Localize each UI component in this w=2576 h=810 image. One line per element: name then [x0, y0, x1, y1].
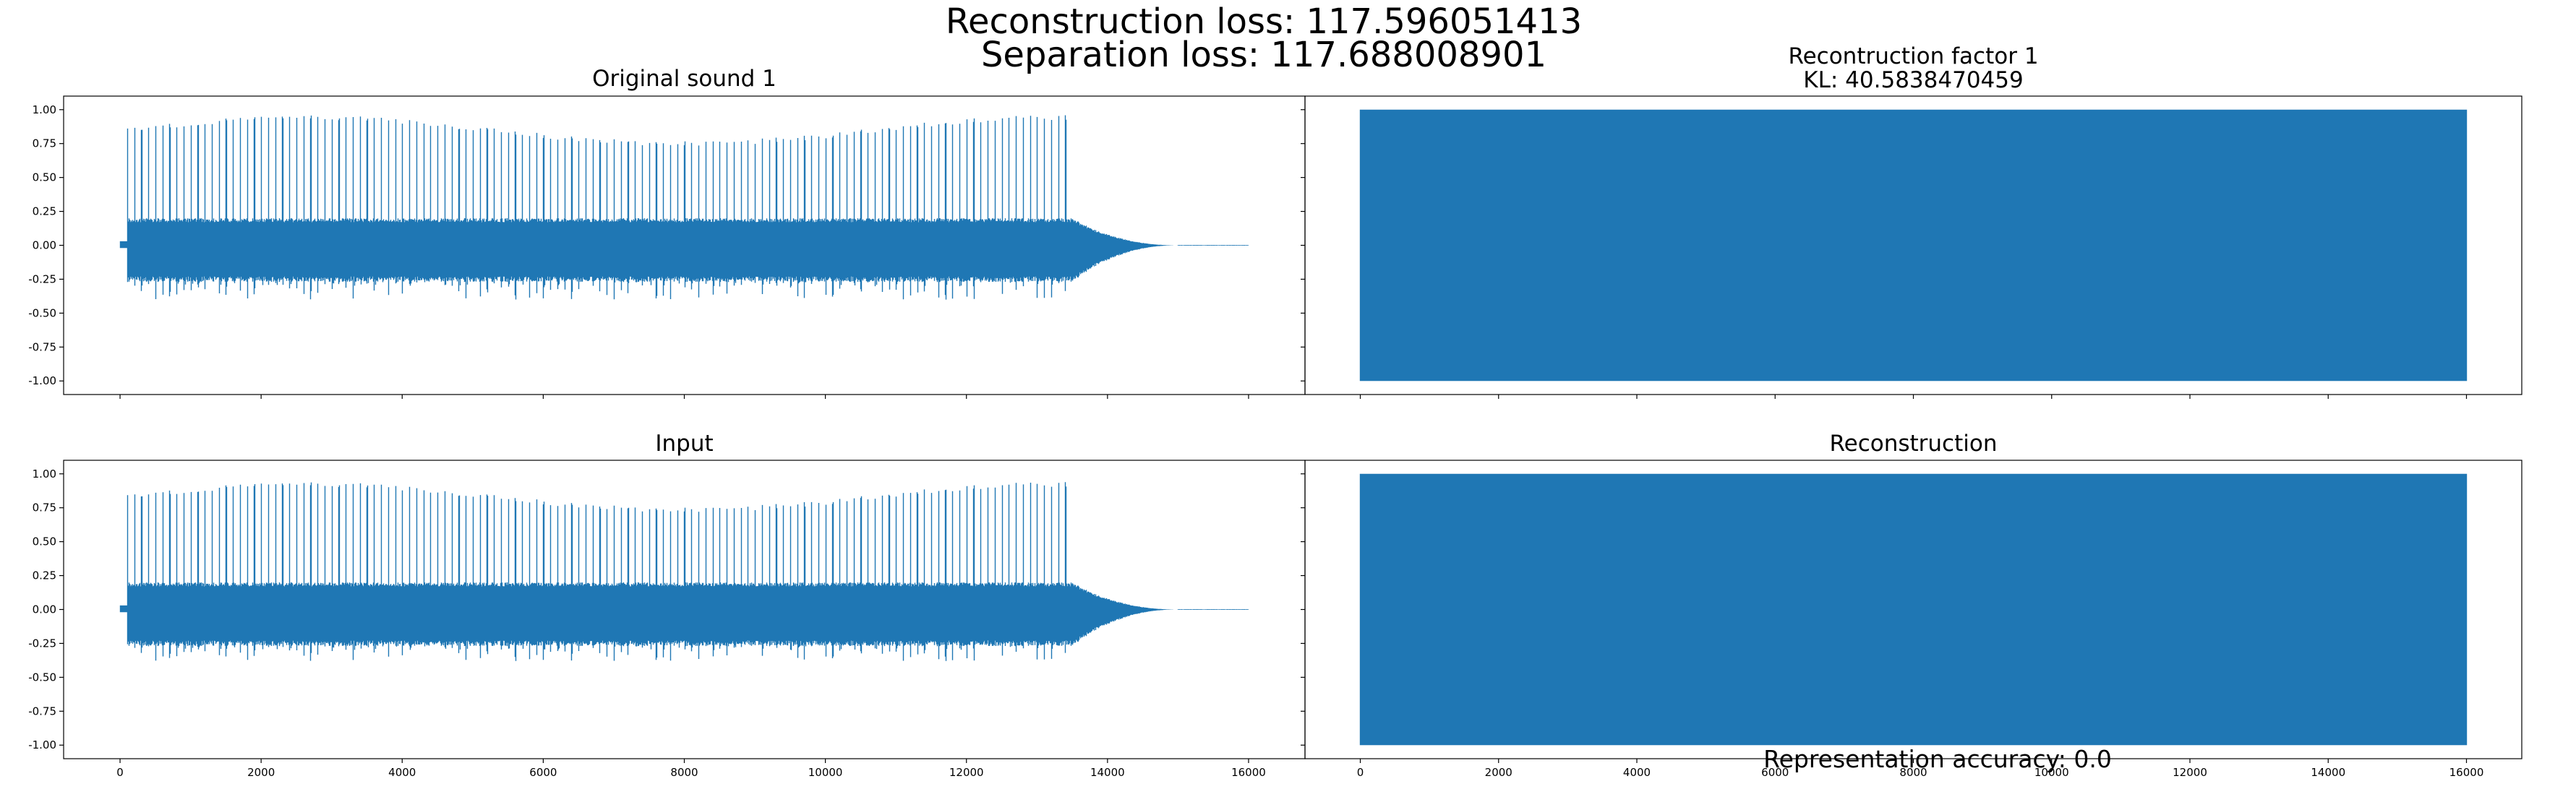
- x-tick-label: 16000: [1231, 766, 1266, 779]
- x-tick-label: 10000: [808, 766, 843, 779]
- y-tick-label: -0.75: [28, 340, 56, 353]
- series-waveform: [1359, 473, 2468, 746]
- y-tick-label: 0.50: [33, 171, 56, 184]
- x-tick-label: 6000: [1761, 766, 1789, 779]
- x-tick-label: 10000: [2034, 766, 2069, 779]
- axes-title-line: Original sound 1: [592, 66, 776, 92]
- y-tick-label: 0.50: [33, 535, 56, 548]
- axes-title-line: Recontruction factor 1: [1788, 43, 2038, 69]
- suptitle-line-1: Reconstruction loss: 117.596051413: [946, 1, 1582, 42]
- axes-title-line: Input: [655, 431, 713, 457]
- y-tick-label: 1.00: [33, 103, 56, 116]
- axes-reconstruction-factor-1: Recontruction factor 1KL: 40.5838470459: [1301, 43, 2522, 399]
- series-waveform: [1359, 109, 2468, 382]
- y-tick-label: 1.00: [33, 468, 56, 481]
- y-tick-label: -0.50: [28, 306, 56, 319]
- x-tick-label: 8000: [1899, 766, 1927, 779]
- x-tick-label: 0: [116, 766, 124, 779]
- x-tick-label: 0: [1357, 766, 1364, 779]
- x-tick-label: 8000: [670, 766, 698, 779]
- x-tick-label: 2000: [1485, 766, 1512, 779]
- y-tick-label: 0.75: [33, 137, 56, 150]
- y-tick-label: 0.25: [33, 569, 56, 582]
- series-waveform: [119, 115, 1249, 300]
- y-tick-label: 0.00: [33, 603, 56, 616]
- y-tick-label: -1.00: [28, 738, 56, 751]
- y-tick-label: 0.75: [33, 501, 56, 514]
- y-tick-label: -0.75: [28, 705, 56, 718]
- x-tick-label: 2000: [247, 766, 275, 779]
- y-tick-label: 0.25: [33, 205, 56, 218]
- axes-reconstruction: Reconstruction 0 2000 4000 6000 8000 10000 1200…: [1301, 431, 2522, 779]
- x-tick-label: 16000: [2449, 766, 2484, 779]
- representation-accuracy-label: Representation accuracy: 0.0: [1763, 745, 2112, 773]
- y-tick-label: -0.25: [28, 272, 56, 285]
- axes-title-line: KL: 40.5838470459: [1803, 67, 2023, 93]
- y-tick-label: -0.25: [28, 637, 56, 650]
- axes-title-line: Reconstruction: [1829, 431, 1997, 457]
- x-tick-label: 4000: [388, 766, 416, 779]
- x-tick-label: 14000: [1090, 766, 1125, 779]
- y-tick-label: -1.00: [28, 374, 56, 387]
- series-waveform: [119, 482, 1249, 661]
- x-tick-label: 12000: [2173, 766, 2207, 779]
- x-tick-label: 6000: [529, 766, 557, 779]
- y-tick-label: -0.50: [28, 671, 56, 684]
- x-tick-label: 14000: [2311, 766, 2345, 779]
- x-tick-label: 12000: [949, 766, 984, 779]
- x-tick-label: 4000: [1623, 766, 1651, 779]
- y-tick-label: 0.00: [33, 239, 56, 252]
- suptitle-line-2: Separation loss: 117.688008901: [981, 35, 1546, 75]
